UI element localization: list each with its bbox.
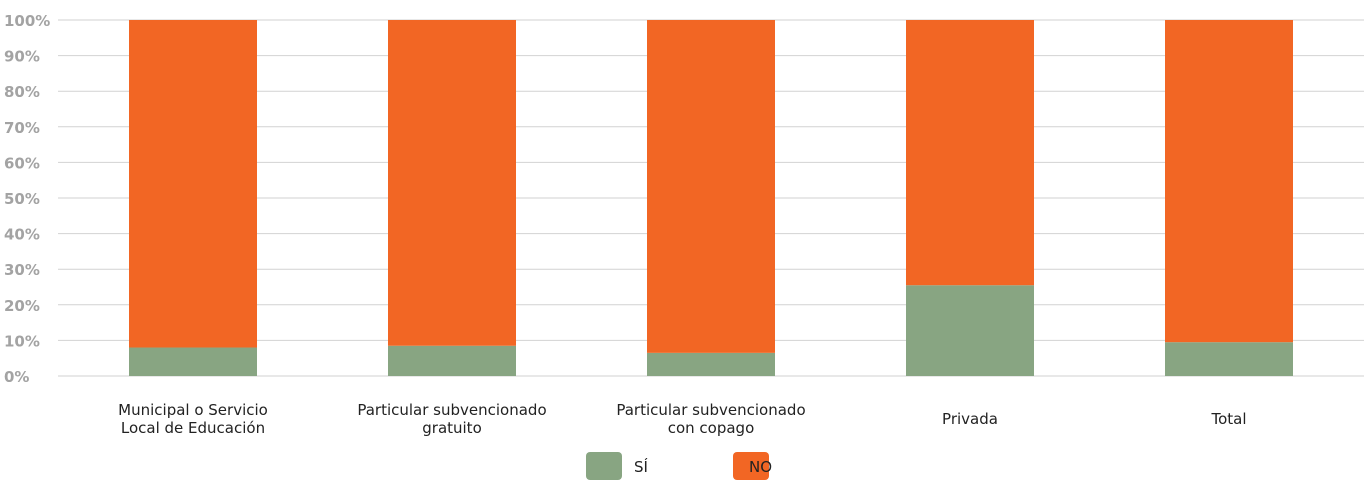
- x-category-label: Total: [1210, 410, 1246, 428]
- bar-segment-si: [388, 345, 516, 376]
- legend-swatch: [586, 452, 622, 480]
- bar-segment-si: [647, 352, 775, 376]
- legend-label: NO: [749, 458, 772, 476]
- x-category-label: gratuito: [422, 419, 482, 437]
- bar-segment-no: [906, 20, 1034, 286]
- bar-segment-no: [388, 20, 516, 346]
- y-tick-label: 80%: [4, 83, 40, 101]
- y-tick-label: 90%: [4, 48, 40, 66]
- x-category-label: Municipal o Servicio: [118, 401, 268, 419]
- y-tick-label: 100%: [4, 12, 50, 30]
- x-category-label: con copago: [668, 419, 755, 437]
- y-tick-label: 70%: [4, 119, 40, 137]
- x-category-label: Particular subvencionado: [616, 401, 805, 419]
- bar-segment-no: [1165, 20, 1293, 343]
- x-category-label: Local de Educación: [121, 419, 265, 437]
- x-category-label: Particular subvencionado: [357, 401, 546, 419]
- legend-label: SÍ: [634, 457, 648, 476]
- bar-segment-si: [1165, 342, 1293, 376]
- y-tick-label: 60%: [4, 154, 40, 172]
- bar-segment-si: [906, 285, 1034, 376]
- bar-segment-no: [129, 20, 257, 348]
- bar-segment-si: [129, 347, 257, 376]
- y-tick-label: 10%: [4, 332, 40, 350]
- y-tick-label: 40%: [4, 226, 40, 244]
- x-category-label: Privada: [942, 410, 998, 428]
- y-tick-label: 30%: [4, 261, 40, 279]
- y-tick-label: 50%: [4, 190, 40, 208]
- legend-swatch: [733, 452, 769, 480]
- y-tick-label: 0%: [4, 368, 29, 386]
- bar-segment-no: [647, 20, 775, 353]
- y-tick-label: 20%: [4, 297, 40, 315]
